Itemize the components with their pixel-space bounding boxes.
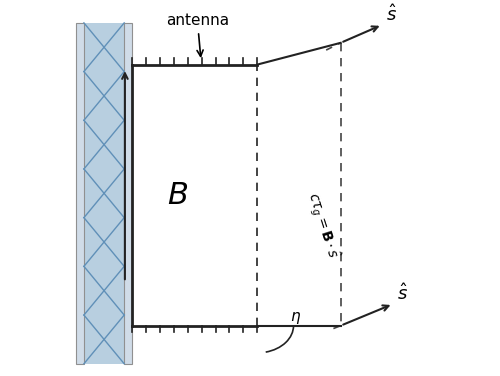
Polygon shape xyxy=(76,23,84,364)
Text: $\hat{s}$: $\hat{s}$ xyxy=(386,4,397,25)
Text: $B$: $B$ xyxy=(167,180,188,210)
Text: $c\tau_g = \mathbf{B} \cdot \hat{s}$: $c\tau_g = \mathbf{B} \cdot \hat{s}$ xyxy=(302,190,344,262)
Text: $\eta$: $\eta$ xyxy=(290,311,301,326)
Text: antenna: antenna xyxy=(166,13,229,56)
Text: $\hat{s}$: $\hat{s}$ xyxy=(397,283,408,304)
Polygon shape xyxy=(132,65,258,326)
Polygon shape xyxy=(124,23,132,364)
Polygon shape xyxy=(76,23,132,364)
